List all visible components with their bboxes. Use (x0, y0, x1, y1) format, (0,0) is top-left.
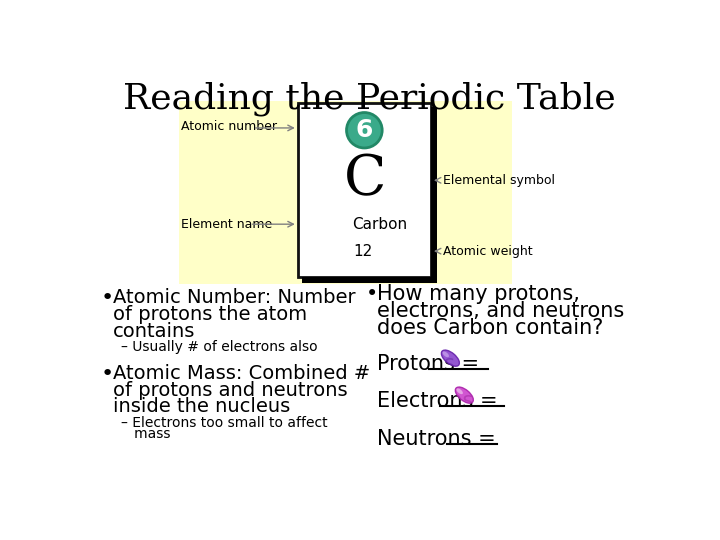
Text: electrons, and neutrons: electrons, and neutrons (377, 301, 624, 321)
Text: Atomic Number: Number: Atomic Number: Number (113, 288, 356, 307)
Text: 12: 12 (354, 244, 373, 259)
Text: •: • (101, 363, 114, 383)
Text: C: C (344, 153, 387, 208)
Ellipse shape (455, 387, 473, 403)
Bar (297, 103, 431, 276)
Ellipse shape (443, 352, 449, 357)
Text: Carbon: Carbon (352, 217, 407, 232)
Text: mass: mass (121, 427, 171, 441)
Text: •: • (366, 284, 378, 304)
Text: How many protons,: How many protons, (377, 284, 580, 304)
Text: – Usually # of electrons also: – Usually # of electrons also (121, 340, 318, 354)
Text: of protons the atom: of protons the atom (113, 305, 307, 324)
Text: Electrons =: Electrons = (377, 390, 504, 410)
Bar (431, 107, 437, 280)
Text: Elemental symbol: Elemental symbol (443, 174, 554, 187)
Bar (179, 101, 513, 284)
Text: Element name: Element name (181, 218, 273, 231)
Text: contains: contains (113, 322, 196, 341)
Text: Atomic number: Atomic number (181, 120, 277, 133)
Bar (302, 276, 437, 283)
Text: does Carbon contain?: does Carbon contain? (377, 318, 603, 338)
Text: inside the nucleus: inside the nucleus (113, 397, 290, 416)
Text: Atomic Mass: Combined #: Atomic Mass: Combined # (113, 363, 371, 382)
Ellipse shape (441, 350, 459, 366)
Text: Protons =: Protons = (377, 354, 485, 374)
Text: •: • (101, 288, 114, 308)
Text: of protons and neutrons: of protons and neutrons (113, 381, 348, 400)
Text: Reading the Periodic Table: Reading the Periodic Table (122, 82, 616, 116)
Circle shape (346, 112, 382, 148)
Text: – Electrons too small to affect: – Electrons too small to affect (121, 416, 328, 430)
Text: Atomic weight: Atomic weight (443, 245, 532, 258)
Text: 6: 6 (356, 118, 373, 142)
Text: Neutrons =: Neutrons = (377, 429, 502, 449)
Ellipse shape (456, 388, 463, 394)
